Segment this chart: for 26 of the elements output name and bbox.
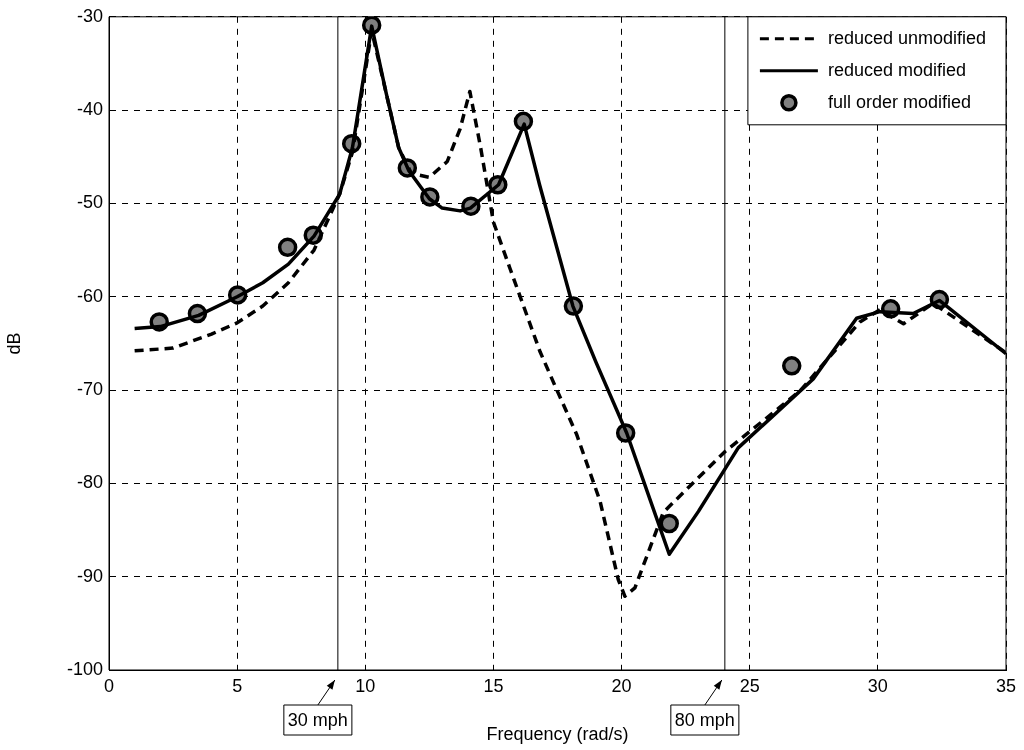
legend-label: full order modified bbox=[827, 91, 971, 112]
x-tick-label: 20 bbox=[611, 675, 632, 696]
x-tick-label: 30 bbox=[867, 675, 888, 696]
y-tick-label: -30 bbox=[76, 5, 103, 26]
y-tick-label: -100 bbox=[66, 658, 103, 679]
y-axis-title: dB bbox=[3, 332, 24, 355]
ref-line-label: 30 mph bbox=[287, 709, 348, 730]
ref-line-label: 80 mph bbox=[674, 709, 735, 730]
x-tick-label: 15 bbox=[483, 675, 504, 696]
legend-label: reduced unmodified bbox=[827, 27, 986, 48]
x-tick-label: 0 bbox=[103, 675, 115, 696]
y-tick-label: -90 bbox=[76, 565, 103, 586]
y-tick-label: -40 bbox=[76, 99, 103, 120]
x-tick-label: 25 bbox=[739, 675, 760, 696]
x-tick-label: 10 bbox=[355, 675, 376, 696]
y-tick-label: -80 bbox=[76, 472, 103, 493]
point bbox=[782, 356, 802, 376]
y-tick-label: -70 bbox=[76, 379, 103, 400]
y-tick-label: -60 bbox=[76, 285, 103, 306]
point bbox=[277, 237, 298, 258]
x-tick-label: 35 bbox=[995, 675, 1017, 696]
point bbox=[659, 513, 679, 534]
y-tick-label: -50 bbox=[76, 192, 103, 213]
x-axis-title: Frequency (rad/s) bbox=[486, 724, 629, 745]
legend-label: reduced modified bbox=[827, 59, 966, 80]
x-tick-label: 5 bbox=[232, 675, 243, 696]
